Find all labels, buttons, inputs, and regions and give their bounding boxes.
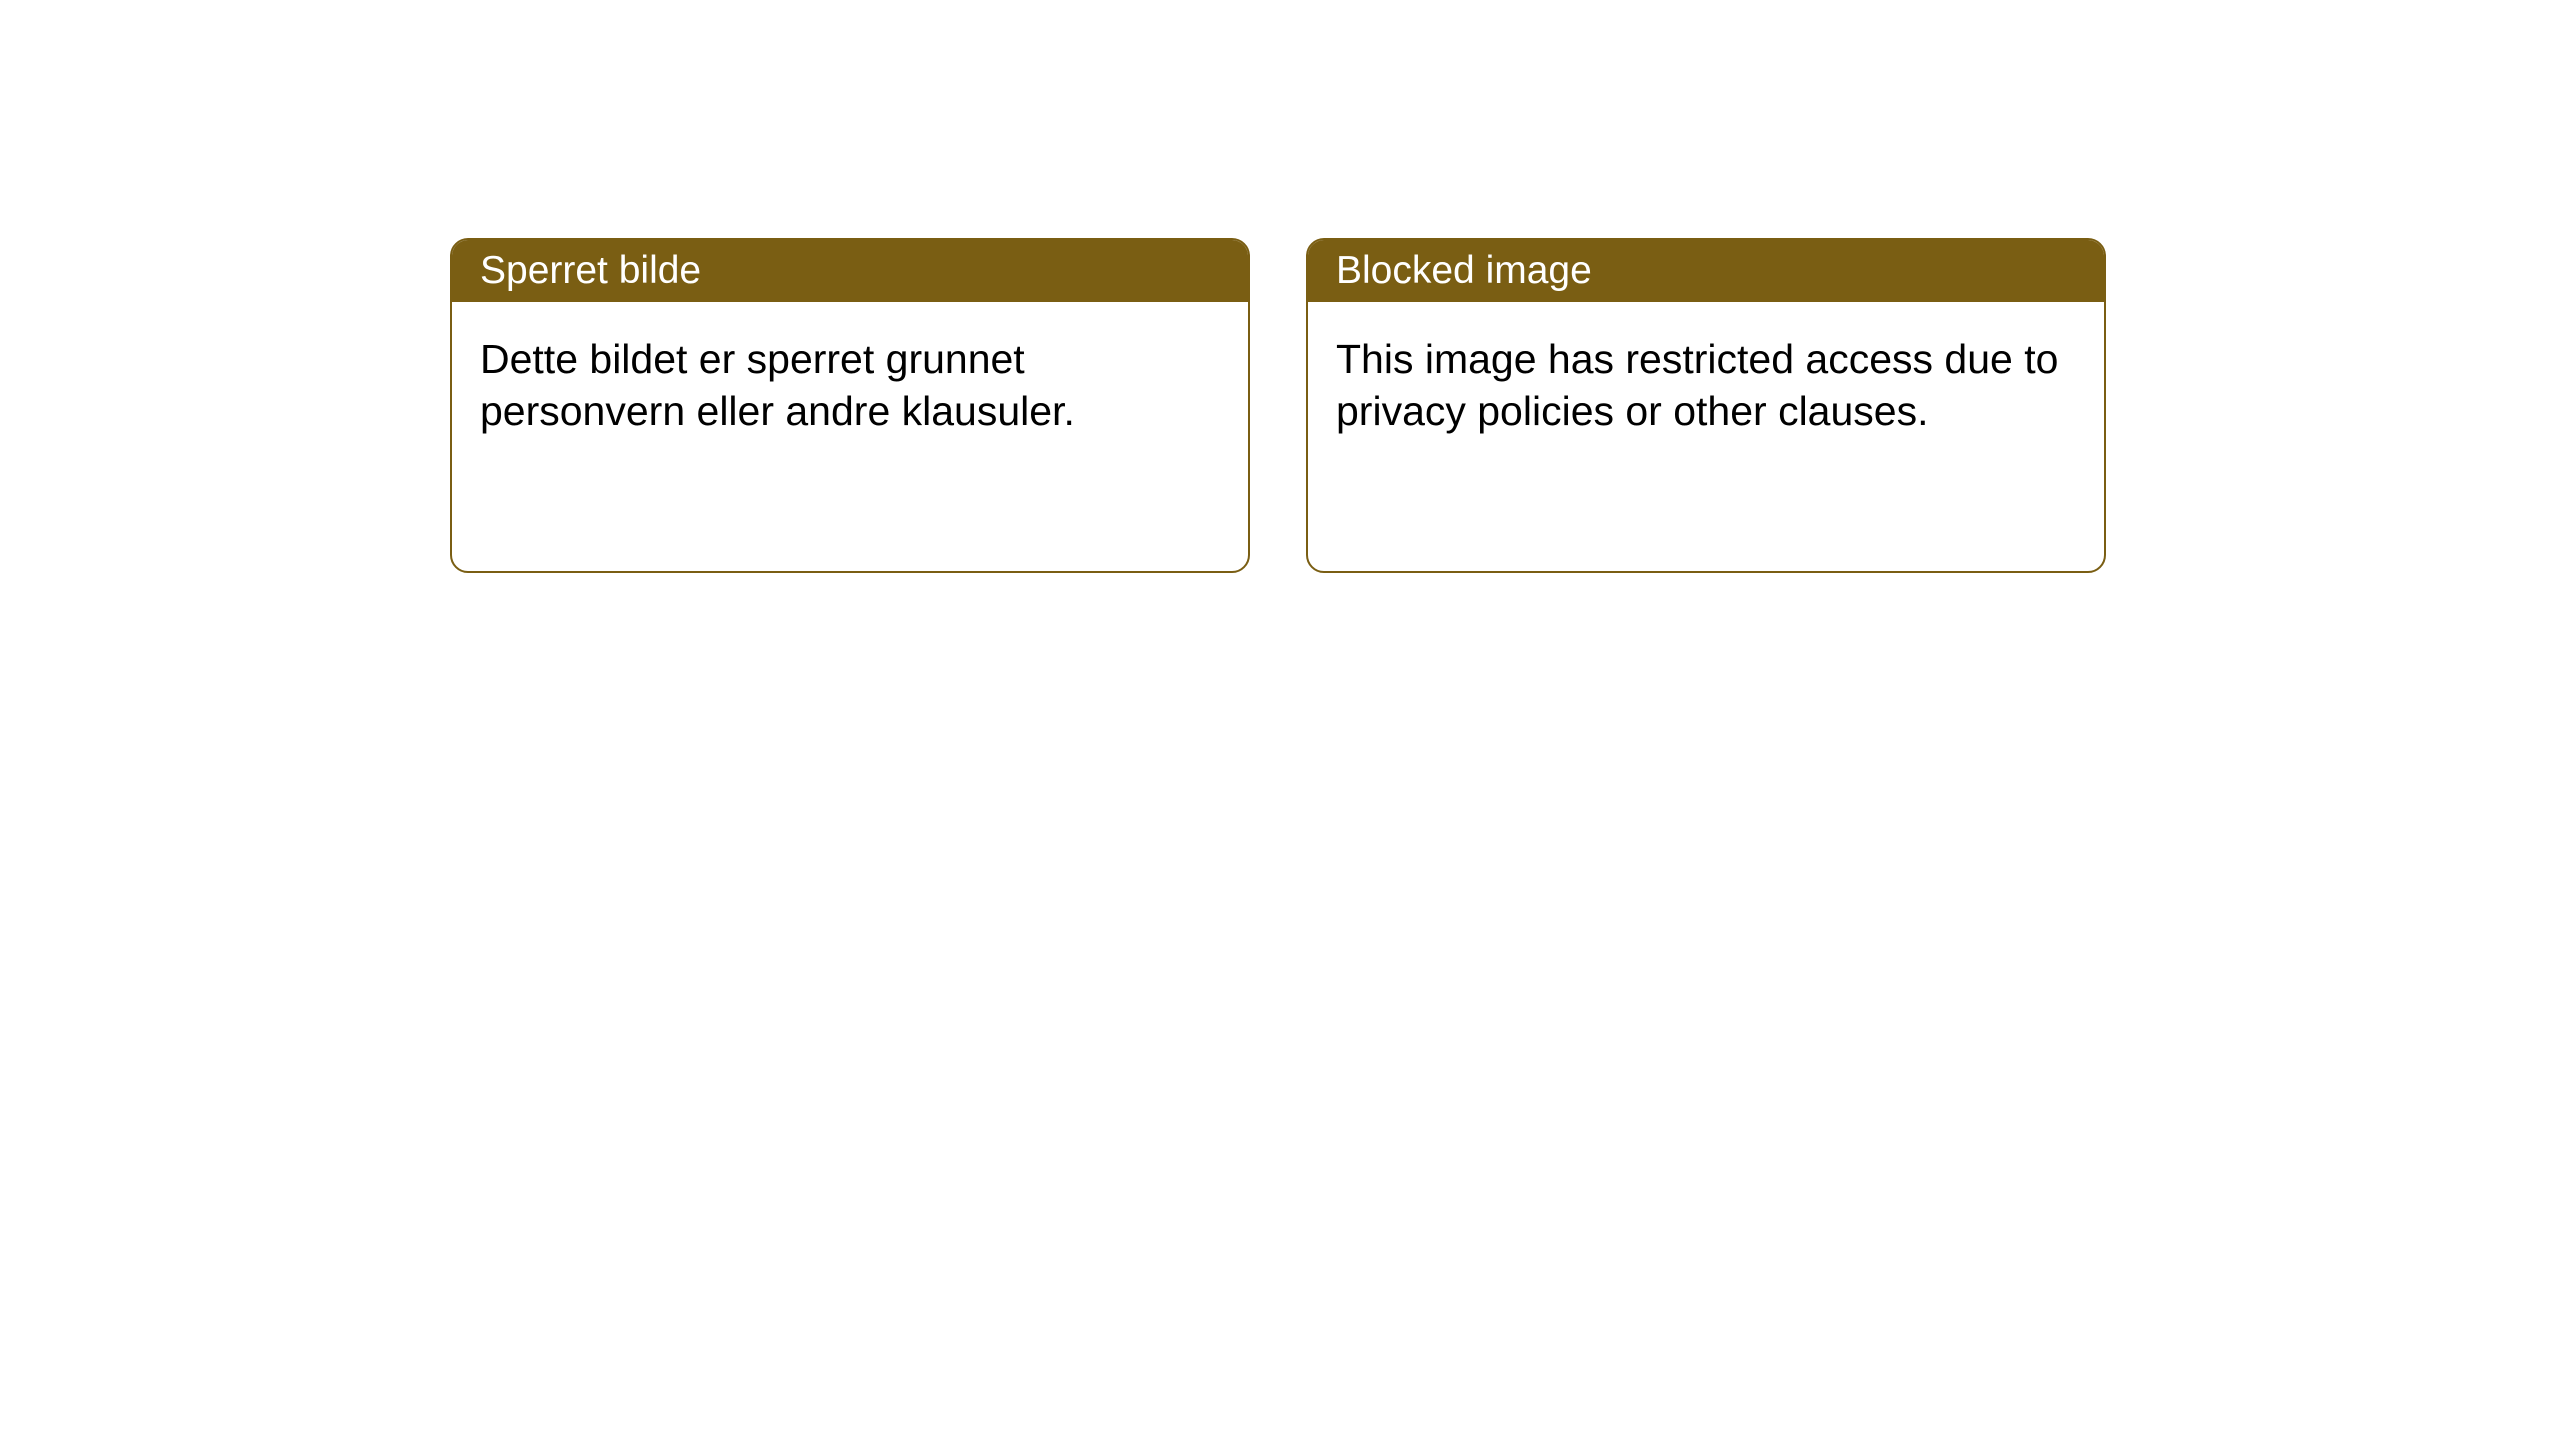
info-card-english: Blocked image This image has restricted … [1306, 238, 2106, 573]
info-cards-container: Sperret bilde Dette bildet er sperret gr… [450, 238, 2106, 573]
card-body-text: This image has restricted access due to … [1336, 336, 2058, 434]
card-body-text: Dette bildet er sperret grunnet personve… [480, 336, 1075, 434]
card-body: This image has restricted access due to … [1308, 302, 2104, 469]
card-body: Dette bildet er sperret grunnet personve… [452, 302, 1248, 469]
card-header-text: Blocked image [1336, 249, 1592, 293]
info-card-norwegian: Sperret bilde Dette bildet er sperret gr… [450, 238, 1250, 573]
card-header-text: Sperret bilde [480, 249, 701, 293]
card-header: Blocked image [1308, 240, 2104, 302]
card-header: Sperret bilde [452, 240, 1248, 302]
